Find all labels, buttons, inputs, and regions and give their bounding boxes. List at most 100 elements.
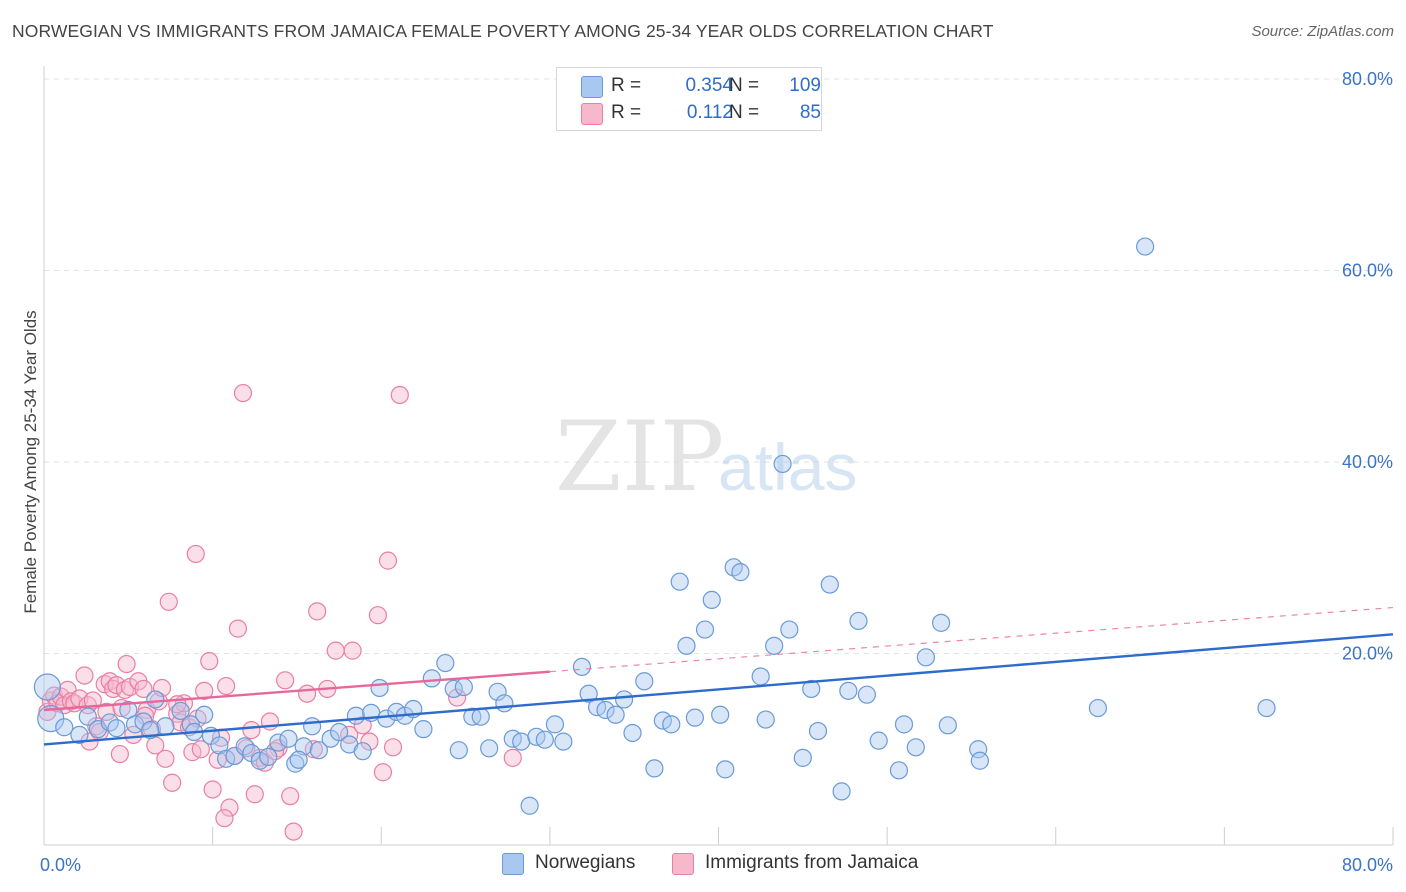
data-point-norwegian (731, 563, 750, 582)
data-point-jamaica (220, 798, 239, 817)
data-point-jamaica (353, 716, 372, 735)
data-point-norwegian (606, 705, 625, 724)
data-point-jamaica (215, 809, 234, 828)
data-point-norwegian (662, 715, 681, 734)
data-point-norwegian (279, 729, 298, 748)
data-point-norwegian (906, 738, 925, 757)
legend-n-label: N = (729, 102, 760, 123)
data-point-norwegian (670, 572, 689, 591)
data-point-norwegian (70, 725, 89, 744)
data-point-norwegian (645, 759, 664, 778)
data-point-jamaica (107, 675, 126, 695)
legend-n-label: N = (729, 75, 760, 96)
data-point-norwegian (849, 611, 868, 631)
data-point-norwegian (839, 681, 858, 700)
data-point-norwegian (820, 575, 839, 594)
x-tick-label: 0.0% (40, 855, 81, 875)
data-point-norwegian (756, 710, 775, 729)
data-point-norwegian (303, 717, 322, 736)
data-point-norwegian (33, 673, 61, 701)
y-tick-label: 40.0% (1342, 452, 1393, 472)
data-point-jamaica (233, 383, 253, 403)
watermark-zip: ZIP (555, 401, 724, 513)
bottom-legend-norwegians: Norwegians (502, 851, 672, 877)
data-point-norwegian (869, 731, 888, 750)
data-point-norwegian (716, 760, 735, 779)
legend-r-value: 0.354 (685, 75, 733, 96)
source-label: Source: ZipAtlas.com (1251, 23, 1394, 40)
x-tick-label: 80.0% (1342, 855, 1393, 875)
data-point-norwegian (802, 679, 821, 699)
y-tick-label: 80.0% (1342, 69, 1393, 89)
data-point-jamaica (343, 641, 362, 660)
data-point-norwegian (480, 739, 499, 758)
trendline-jamaica-extension (549, 606, 1394, 673)
watermark: ZIP atlas (555, 401, 857, 513)
data-point-norwegian (545, 715, 565, 734)
data-point-norwegian (269, 733, 288, 752)
data-point-norwegian (1088, 698, 1108, 718)
data-point-norwegian (780, 620, 799, 639)
jamaica-points (38, 383, 522, 841)
data-point-jamaica (360, 732, 379, 751)
legend-n-value: 85 (799, 102, 821, 123)
data-point-norwegian (78, 707, 97, 726)
data-point-norwegian (259, 747, 278, 767)
gridlines (44, 78, 1393, 654)
data-point-norwegian (422, 669, 441, 688)
legend-swatch-pink (672, 853, 694, 875)
data-point-norwegian (171, 701, 190, 721)
data-point-norwegian (969, 740, 988, 759)
trendline-jamaica (43, 670, 550, 712)
data-point-jamaica (326, 641, 345, 660)
data-point-norwegian (107, 719, 126, 738)
data-point-jamaica (217, 676, 236, 696)
axis-labels: 20.0% 40.0% 60.0% 80.0% 0.0% 80.0% Female Pove… (21, 69, 1393, 875)
data-point-norwegian (635, 672, 654, 691)
legend-swatch-blue (581, 76, 603, 98)
data-point-norwegian (1136, 237, 1155, 256)
legend-label-jamaica: Immigrants from Jamaica (705, 852, 919, 873)
data-point-norwegian (554, 732, 573, 751)
data-point-jamaica (203, 780, 222, 799)
data-point-norwegian (289, 750, 308, 769)
data-point-norwegian (370, 678, 389, 698)
legend-swatch-blue (502, 853, 524, 875)
legend-r-value: 0.112 (686, 102, 733, 123)
data-point-norwegian (235, 737, 254, 756)
data-point-jamaica (281, 787, 300, 806)
data-point-norwegian (377, 709, 396, 728)
data-point-norwegian (711, 705, 730, 724)
data-point-norwegian (346, 706, 366, 725)
axes (43, 66, 1394, 846)
data-point-norwegian (195, 705, 214, 724)
data-point-norwegian (512, 732, 531, 751)
data-point-norwegian (1257, 698, 1276, 718)
data-point-jamaica (297, 684, 317, 703)
data-point-jamaica (191, 740, 210, 759)
data-point-jamaica (383, 738, 403, 757)
data-point-norwegian (970, 751, 989, 770)
data-point-norwegian (572, 657, 592, 677)
trendlines (43, 606, 1394, 746)
data-point-norwegian (751, 667, 770, 686)
trendline-norwegians (43, 633, 1394, 746)
data-point-norwegian (677, 636, 696, 655)
data-point-norwegian (309, 741, 328, 760)
data-point-norwegian (436, 653, 455, 673)
data-point-norwegian (808, 721, 828, 741)
data-point-norwegian (832, 782, 851, 801)
data-point-norwegian (596, 700, 615, 720)
data-point-norwegian (520, 796, 539, 815)
data-point-norwegian (793, 748, 812, 767)
data-point-jamaica (115, 680, 135, 699)
data-point-jamaica (163, 773, 182, 792)
y-axis-title: Female Poverty Among 25-34 Year Olds (21, 310, 40, 613)
data-point-jamaica (83, 691, 103, 710)
data-point-jamaica (156, 749, 175, 768)
legend-r-label: R = (611, 75, 642, 96)
data-point-jamaica (378, 551, 398, 570)
data-point-norwegian (938, 716, 957, 735)
data-point-norwegian (765, 636, 784, 655)
